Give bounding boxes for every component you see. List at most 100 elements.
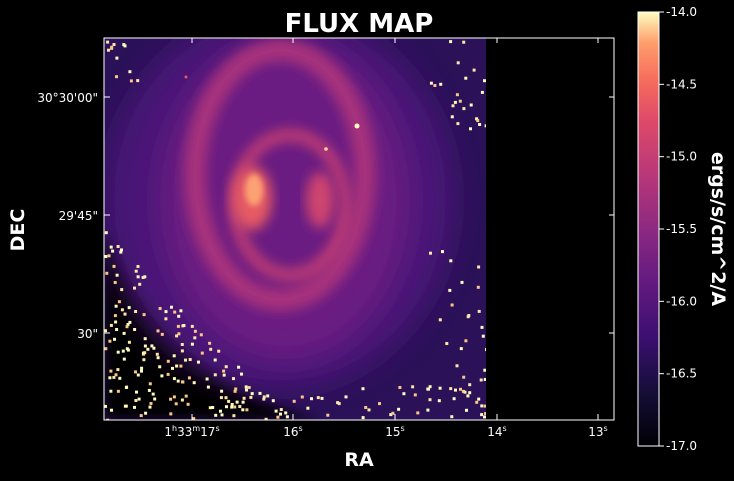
noise-pixel (402, 392, 406, 396)
noise-pixel (462, 375, 466, 379)
noise-pixel (200, 351, 204, 355)
noise-pixel (478, 123, 482, 126)
noise-pixel (217, 349, 221, 353)
colorbar-tick-label: -16.5 (666, 367, 697, 381)
noise-pixel (468, 383, 472, 387)
noise-pixel (364, 406, 368, 409)
noise-pixel (232, 377, 235, 381)
y-axis: 30°30'00" 29'45" 30" DEC (7, 91, 614, 341)
noise-pixel (151, 392, 155, 396)
noise-pixel (462, 107, 466, 111)
noise-pixel (274, 409, 278, 413)
noise-pixel (205, 377, 209, 381)
noise-pixel (310, 397, 313, 401)
noise-pixel (122, 331, 126, 335)
noise-pixel (123, 312, 127, 316)
noise-pixel (166, 372, 170, 376)
noise-pixel (316, 396, 320, 400)
noise-pixel (156, 356, 160, 360)
flux-image (104, 38, 486, 420)
noise-pixel (450, 115, 454, 119)
x-tick-label-5: 13s (588, 424, 607, 439)
noise-pixel (468, 391, 472, 395)
noise-pixel (224, 365, 228, 369)
flux-knot-right (306, 172, 334, 228)
noise-pixel (433, 84, 437, 87)
noise-pixel (475, 117, 479, 121)
noise-pixel (143, 344, 147, 348)
noise-pixel (149, 402, 153, 405)
noise-pixel (146, 347, 150, 351)
noise-pixel (120, 248, 123, 252)
noise-pixel (125, 347, 129, 351)
noise-pixel (169, 397, 173, 401)
noise-pixel (483, 79, 486, 83)
noise-pixel (222, 369, 226, 373)
noise-pixel (437, 399, 441, 403)
noise-pixel (113, 337, 116, 341)
noise-pixel (367, 408, 371, 412)
noise-pixel (180, 343, 184, 346)
noise-pixel (456, 122, 460, 126)
noise-pixel (428, 398, 432, 402)
noise-pixel (262, 395, 266, 399)
noise-pixel (413, 393, 417, 397)
noise-pixel (106, 40, 110, 44)
noise-pixel (136, 275, 140, 279)
noise-pixel (477, 397, 481, 401)
noise-pixel (172, 377, 176, 381)
noise-pixel (449, 387, 453, 391)
noise-pixel (219, 396, 223, 400)
noise-pixel (429, 251, 432, 255)
y-axis-label: DEC (7, 209, 29, 252)
noise-pixel (108, 339, 112, 343)
noise-pixel (136, 265, 140, 268)
y-tick-label-1: 30°30'00" (37, 91, 98, 105)
noise-pixel (119, 250, 123, 254)
noise-pixel (171, 366, 174, 370)
noise-pixel (110, 408, 113, 412)
noise-pixel (114, 304, 118, 308)
noise-pixel (184, 394, 188, 398)
flux-ring-outer (184, 39, 376, 311)
noise-pixel (483, 404, 486, 408)
colorbar-tick-label: -14.5 (666, 77, 697, 91)
noise-pixel (199, 333, 203, 337)
noise-pixel (320, 396, 324, 400)
noise-pixel (344, 395, 348, 399)
colorbar-tick-label: -14.0 (666, 5, 697, 19)
noise-pixel (454, 388, 457, 392)
noise-pixel (361, 416, 365, 420)
noise-pixel (129, 79, 133, 83)
noise-pixel (115, 75, 118, 79)
noise-pixel (481, 334, 485, 338)
noise-pixel (110, 45, 114, 49)
noise-pixel (213, 358, 217, 362)
noise-pixel (449, 259, 453, 263)
noise-pixel (127, 340, 131, 344)
noise-pixel (361, 387, 365, 391)
noise-pixel (177, 332, 181, 336)
noise-pixel (123, 404, 127, 408)
noise-pixel (108, 376, 112, 380)
noise-pixel (479, 378, 483, 382)
noise-pixel (476, 119, 480, 123)
noise-pixel (190, 342, 194, 346)
noise-pixel (230, 405, 234, 409)
noise-pixel (209, 347, 213, 351)
noise-pixel (179, 309, 183, 313)
noise-pixel (398, 386, 402, 389)
noise-pixel (116, 368, 120, 372)
noise-pixel (245, 408, 249, 412)
noise-pixel (136, 373, 140, 377)
noise-pixel (192, 417, 196, 420)
noise-pixel (234, 387, 238, 391)
colorbar-tick-label: -15.5 (666, 222, 697, 236)
noise-pixel (230, 403, 234, 406)
noise-pixel (461, 389, 465, 393)
noise-pixel (109, 389, 113, 393)
noise-pixel (279, 408, 283, 411)
noise-pixel (142, 358, 146, 362)
noise-pixel (143, 275, 147, 279)
x-tick-label-2: 16s (283, 424, 302, 439)
